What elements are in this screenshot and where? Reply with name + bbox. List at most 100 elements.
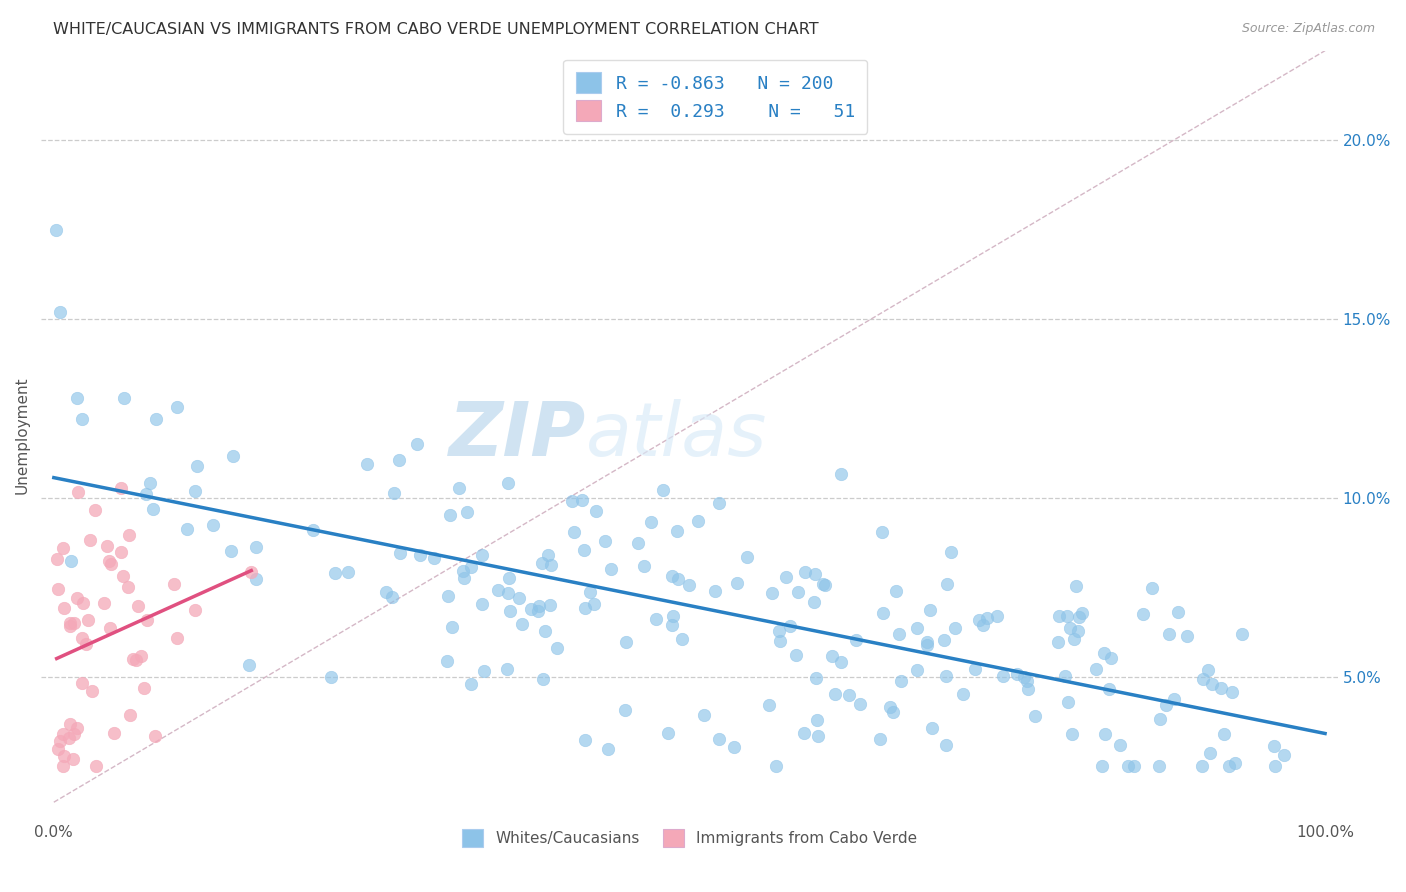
- Point: [1230, 627, 1253, 641]
- Point: [49, 734, 72, 748]
- Point: [1005, 667, 1028, 681]
- Point: [1198, 746, 1220, 760]
- Point: [409, 549, 432, 563]
- Point: [972, 618, 994, 632]
- Point: [952, 687, 974, 701]
- Point: [574, 543, 596, 558]
- Point: [98, 621, 121, 635]
- Point: [66, 721, 89, 735]
- Point: [600, 562, 623, 576]
- Point: [890, 673, 912, 688]
- Point: [45, 552, 67, 566]
- Point: [319, 670, 342, 684]
- Point: [139, 476, 162, 491]
- Point: [103, 726, 125, 740]
- Point: [125, 653, 148, 667]
- Point: [52, 541, 75, 555]
- Point: [1222, 685, 1244, 699]
- Y-axis label: Unemployment: Unemployment: [15, 376, 30, 494]
- Point: [451, 564, 474, 578]
- Point: [527, 599, 550, 613]
- Point: [471, 597, 494, 611]
- Point: [657, 726, 679, 740]
- Point: [1071, 606, 1094, 620]
- Point: [574, 733, 596, 747]
- Point: [70, 632, 93, 646]
- Point: [72, 596, 94, 610]
- Point: [496, 662, 519, 676]
- Point: [96, 539, 118, 553]
- Point: [79, 533, 101, 547]
- Point: [598, 742, 620, 756]
- Point: [325, 566, 347, 580]
- Point: [1047, 608, 1070, 623]
- Point: [758, 698, 780, 712]
- Point: [176, 522, 198, 536]
- Point: [63, 615, 86, 630]
- Point: [66, 391, 89, 405]
- Point: [166, 631, 188, 645]
- Point: [807, 730, 830, 744]
- Point: [498, 571, 520, 585]
- Point: [62, 752, 84, 766]
- Point: [456, 505, 478, 519]
- Point: [692, 708, 714, 723]
- Point: [356, 457, 378, 471]
- Point: [117, 528, 139, 542]
- Legend: Whites/Caucasians, Immigrants from Cabo Verde: Whites/Caucasians, Immigrants from Cabo …: [454, 822, 925, 855]
- Point: [1062, 726, 1084, 740]
- Point: [460, 677, 482, 691]
- Point: [121, 651, 143, 665]
- Point: [1154, 698, 1177, 713]
- Point: [704, 584, 727, 599]
- Point: [1054, 669, 1077, 683]
- Point: [661, 568, 683, 582]
- Point: [77, 613, 100, 627]
- Point: [496, 586, 519, 600]
- Point: [965, 662, 987, 676]
- Point: [460, 560, 482, 574]
- Point: [1140, 582, 1163, 596]
- Point: [93, 596, 115, 610]
- Point: [499, 604, 522, 618]
- Point: [1263, 739, 1285, 753]
- Point: [723, 739, 745, 754]
- Text: Source: ZipAtlas.com: Source: ZipAtlas.com: [1241, 22, 1375, 36]
- Point: [593, 534, 616, 549]
- Text: atlas: atlas: [586, 400, 768, 471]
- Point: [879, 700, 901, 714]
- Point: [869, 731, 891, 746]
- Point: [382, 485, 405, 500]
- Point: [1056, 695, 1078, 709]
- Point: [814, 578, 837, 592]
- Point: [665, 524, 688, 539]
- Point: [1201, 677, 1223, 691]
- Point: [1098, 681, 1121, 696]
- Point: [59, 717, 82, 731]
- Point: [640, 515, 662, 529]
- Point: [166, 401, 188, 415]
- Point: [118, 708, 141, 723]
- Point: [86, 759, 108, 773]
- Text: WHITE/CAUCASIAN VS IMMIGRANTS FROM CABO VERDE UNEMPLOYMENT CORRELATION CHART: WHITE/CAUCASIAN VS IMMIGRANTS FROM CABO …: [53, 22, 820, 37]
- Point: [837, 688, 859, 702]
- Point: [562, 525, 585, 540]
- Point: [439, 508, 461, 523]
- Point: [388, 546, 411, 560]
- Point: [531, 672, 554, 686]
- Point: [52, 601, 75, 615]
- Point: [486, 583, 509, 598]
- Point: [381, 590, 404, 604]
- Point: [510, 616, 533, 631]
- Point: [375, 584, 398, 599]
- Point: [45, 222, 67, 236]
- Point: [905, 663, 928, 677]
- Point: [905, 621, 928, 635]
- Point: [775, 569, 797, 583]
- Point: [830, 467, 852, 482]
- Point: [302, 523, 325, 537]
- Point: [1175, 630, 1198, 644]
- Point: [1094, 726, 1116, 740]
- Point: [1272, 747, 1295, 762]
- Point: [686, 514, 709, 528]
